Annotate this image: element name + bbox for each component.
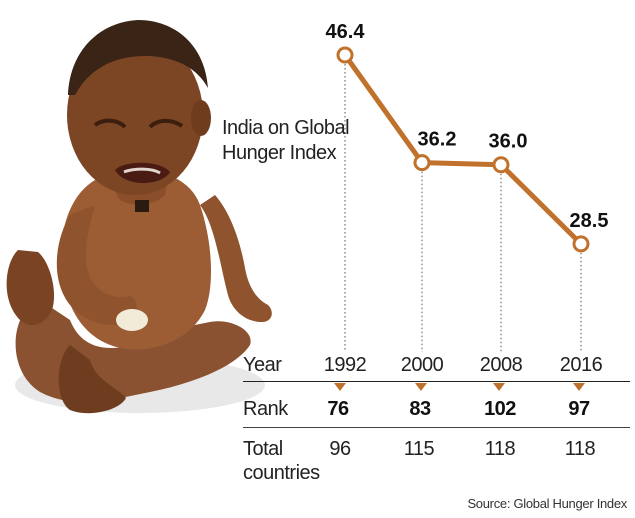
chart-title: India on Global Hunger Index <box>222 116 372 166</box>
year-cell-2016: 2016 <box>559 354 603 376</box>
total-label-line-2: countries <box>243 462 320 484</box>
crying-child-photo <box>6 20 272 414</box>
data-point-2000 <box>413 154 431 172</box>
data-label-2016: 28.5 <box>570 210 609 232</box>
data-point-2016 <box>572 235 590 253</box>
rank-cell-2000: 83 <box>409 398 431 420</box>
rank-row-label: Rank <box>243 398 288 420</box>
data-point-2008 <box>492 156 510 174</box>
rank-cell-2016: 97 <box>568 398 590 420</box>
drop-lines <box>344 64 582 352</box>
data-label-2008: 36.0 <box>489 131 528 153</box>
chart-title-line-1: India on Global <box>222 117 350 139</box>
total-cell-2000: 115 <box>403 438 435 460</box>
hunger-index-series <box>342 53 583 246</box>
series-line <box>342 53 583 246</box>
year-cell-2008: 2008 <box>479 354 523 376</box>
data-label-1992: 46.4 <box>326 21 366 43</box>
year-marker-1992 <box>334 383 346 391</box>
total-label-line-1: Total <box>243 438 283 460</box>
data-points: 46.4 36.2 36.0 28.5 <box>326 21 609 253</box>
data-point-1992 <box>336 46 354 64</box>
source-note: Source: Global Hunger Index <box>467 496 627 511</box>
rule-year <box>243 381 630 382</box>
year-cell-2000: 2000 <box>400 354 444 376</box>
rank-cell-1992: 76 <box>327 398 349 420</box>
data-label-2000: 36.2 <box>418 129 457 151</box>
year-marker-2016 <box>573 383 585 391</box>
year-markers <box>334 383 585 391</box>
year-marker-2000 <box>415 383 427 391</box>
year-cell-1992: 1992 <box>323 354 367 376</box>
total-cell-1992: 96 <box>329 438 351 460</box>
total-cell-2016: 118 <box>564 438 596 460</box>
chart-title-line-2: Hunger Index <box>222 142 337 164</box>
year-row-label: Year <box>243 354 282 376</box>
rule-rank <box>243 427 630 428</box>
total-row-label: Total countries <box>243 437 320 485</box>
year-marker-2008 <box>493 383 505 391</box>
rank-cell-2008: 102 <box>484 398 516 420</box>
total-cell-2008: 118 <box>484 438 516 460</box>
